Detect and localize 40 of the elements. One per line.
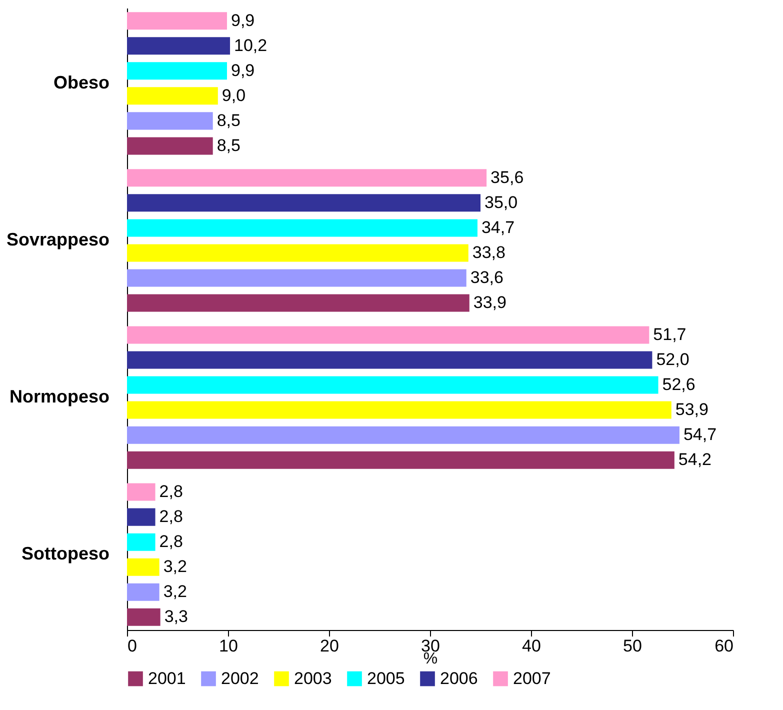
y-tick-label: Obeso (53, 72, 110, 92)
legend-label: 2003 (294, 668, 332, 688)
x-tick-label: 10 (219, 636, 238, 656)
legend-label: 2006 (440, 668, 478, 688)
data-label: 52,0 (656, 350, 690, 369)
legend-label: 2001 (148, 668, 186, 688)
data-label: 2,8 (159, 507, 183, 526)
y-tick-label: Sovrappeso (6, 229, 110, 250)
x-tick-label: 0 (128, 636, 137, 656)
data-label: 53,9 (675, 400, 708, 420)
legend-label: 2007 (513, 668, 551, 688)
data-label: 52,6 (662, 375, 696, 394)
data-label: 35,6 (490, 168, 524, 187)
x-tick-label: 20 (320, 636, 339, 656)
y-tick-label: Normopeso (9, 386, 110, 407)
data-label: 3,3 (164, 607, 188, 626)
data-label: 33,8 (472, 242, 506, 262)
data-label: 35,0 (484, 192, 518, 212)
data-label: 54,7 (683, 425, 717, 444)
data-label: 33,6 (470, 268, 504, 287)
x-tick-label: 60 (714, 636, 734, 656)
data-label: 54,2 (678, 450, 712, 470)
data-label: 9,9 (230, 60, 255, 80)
data-label: 9,0 (222, 86, 246, 105)
x-tick-label: 50 (623, 636, 642, 656)
data-label: 2,8 (159, 482, 183, 502)
data-label: 3,2 (163, 557, 187, 576)
data-label: 3,2 (163, 582, 187, 602)
data-label: 9,9 (230, 10, 255, 30)
data-label: 34,7 (481, 218, 515, 237)
data-label: 10,2 (234, 36, 268, 55)
data-label: 8,5 (216, 136, 240, 155)
x-tick-label: 40 (522, 636, 541, 656)
data-label: 2,8 (159, 532, 183, 552)
data-label: 33,9 (473, 293, 506, 312)
y-tick-label: Sottopeso (22, 544, 110, 564)
legend-label: 2002 (221, 668, 259, 688)
legend-label: 2005 (367, 668, 405, 688)
data-label: 8,5 (216, 110, 240, 130)
data-label: 51,7 (653, 324, 686, 344)
